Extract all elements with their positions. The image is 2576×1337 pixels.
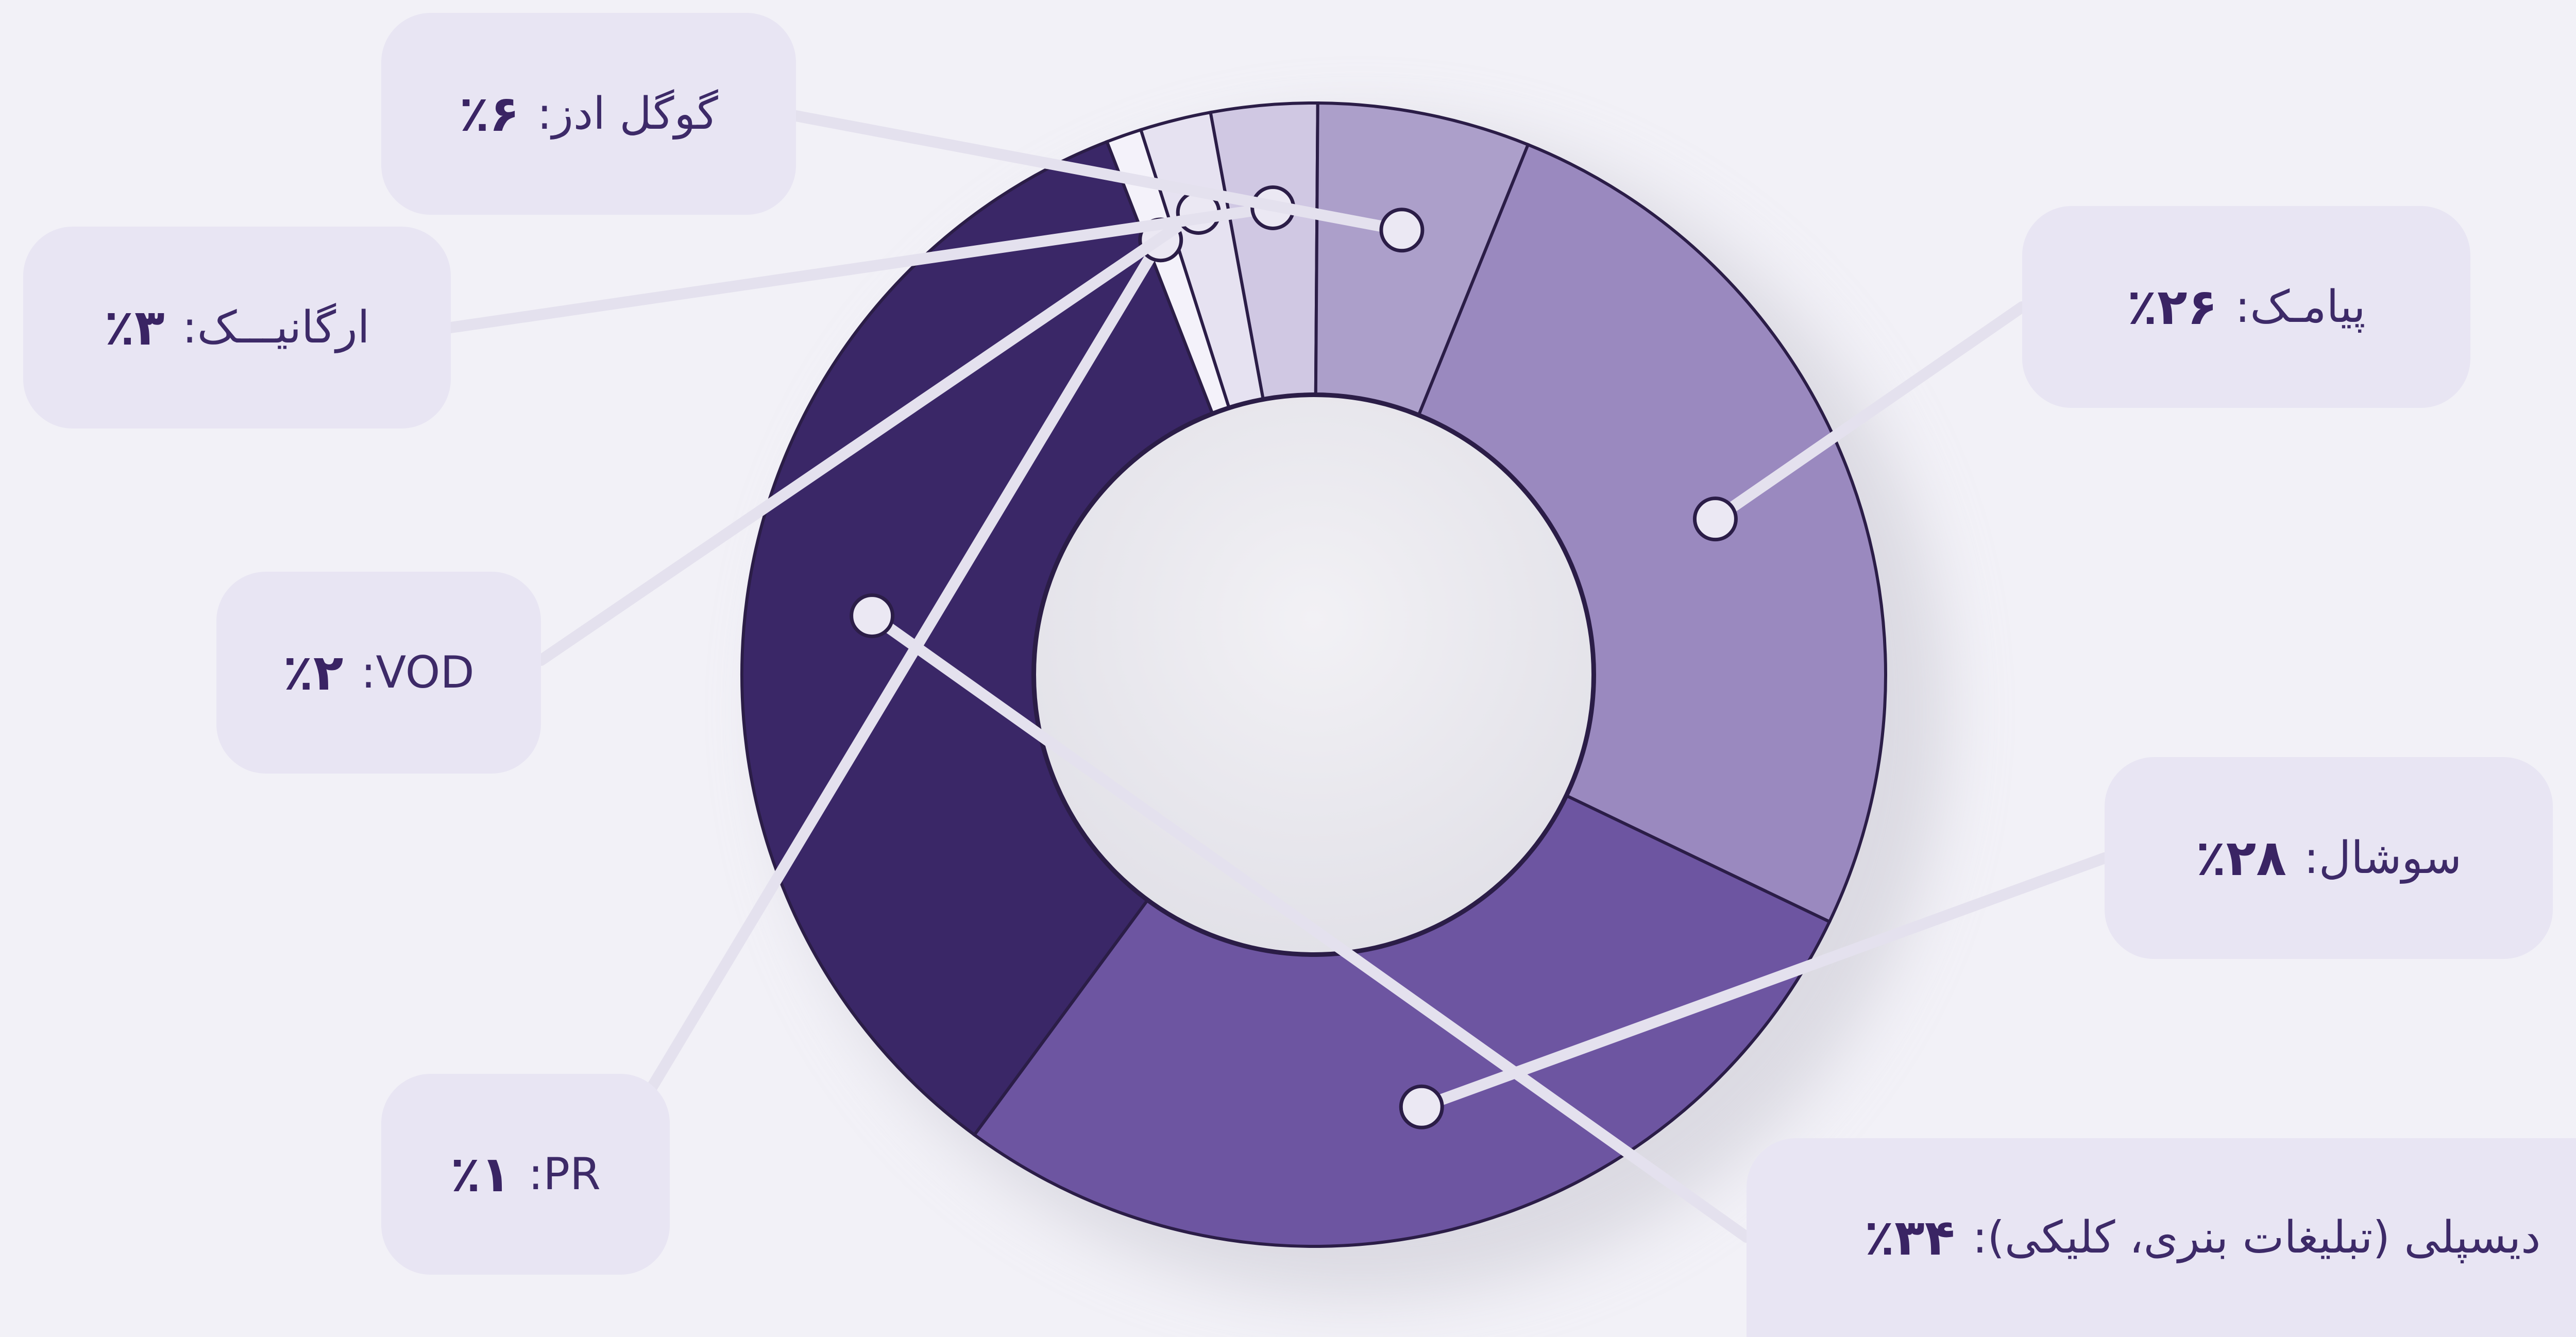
callout-sms: پیامـک : ٪۲۶ bbox=[2022, 206, 2470, 408]
leader-display bbox=[866, 610, 1752, 1243]
callout-sms-colon: : bbox=[2235, 281, 2250, 333]
callout-pr: PR : ٪۱ bbox=[381, 1074, 670, 1275]
callout-pr-colon: : bbox=[528, 1149, 544, 1200]
dot-sms bbox=[1692, 496, 1738, 542]
callout-pr-label: PR bbox=[543, 1149, 601, 1200]
dot-display bbox=[850, 593, 895, 639]
callout-organic-colon: : bbox=[182, 302, 197, 353]
callout-google-ads-colon: : bbox=[537, 88, 552, 140]
callout-pr-value: ٪۱ bbox=[450, 1145, 511, 1203]
dot-google-ads bbox=[1379, 208, 1425, 253]
callout-sms-label: پیامـک bbox=[2250, 281, 2366, 333]
callout-sms-value: ٪۲۶ bbox=[2127, 278, 2218, 336]
leader-sms bbox=[1709, 301, 2028, 525]
callout-social: سوشال : ٪۲۸ bbox=[2105, 757, 2553, 959]
callout-google-ads: گوگل ادز : ٪۶ bbox=[381, 13, 796, 215]
leader-social bbox=[1416, 852, 2110, 1113]
leader-google-ads bbox=[790, 110, 1408, 236]
callout-organic-label: ارگانیـــک bbox=[197, 302, 370, 353]
callout-google-ads-value: ٪۶ bbox=[459, 85, 520, 143]
callout-vod-colon: : bbox=[361, 647, 376, 698]
callout-organic-value: ٪۳ bbox=[104, 299, 165, 356]
leader-organic bbox=[445, 202, 1279, 333]
callout-vod-value: ٪۲ bbox=[283, 644, 344, 701]
callout-social-colon: : bbox=[2303, 832, 2319, 884]
callout-display-value: ٪۳۴ bbox=[1864, 1209, 1955, 1266]
callout-social-value: ٪۲۸ bbox=[2196, 829, 2286, 887]
callout-social-label: سوشال bbox=[2318, 832, 2462, 884]
callout-display: دیسپلی (تبلیغات بنری، کلیکی) : ٪۳۴ bbox=[1747, 1138, 2576, 1337]
leader-pr bbox=[643, 234, 1166, 1098]
callout-organic: ارگانیـــک : ٪۳ bbox=[23, 227, 451, 428]
dot-social bbox=[1399, 1084, 1444, 1129]
callout-google-ads-label: گوگل ادز bbox=[552, 88, 718, 140]
donut-hole bbox=[1033, 394, 1595, 955]
callout-display-label: دیسپلی (تبلیغات بنری، کلیکی) bbox=[1987, 1212, 2541, 1263]
callout-vod: VOD : ٪۲ bbox=[216, 572, 541, 774]
callout-display-colon: : bbox=[1972, 1212, 1988, 1263]
callout-vod-label: VOD bbox=[376, 647, 474, 698]
leader-vod bbox=[535, 207, 1205, 666]
